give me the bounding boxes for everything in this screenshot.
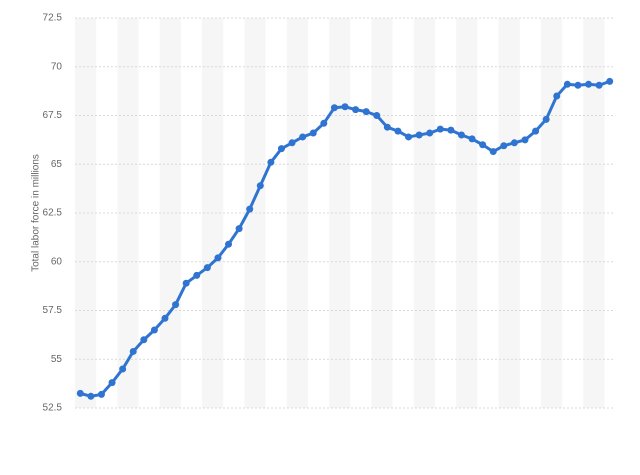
data-point [320,119,328,127]
data-point [553,92,561,100]
data-point [235,225,243,233]
data-point [108,379,116,387]
data-point [405,133,413,141]
data-point [256,182,264,190]
data-point [489,148,497,156]
y-tick-label: 52.5 [43,403,63,414]
data-point [288,139,296,147]
data-point [299,133,307,141]
data-point [606,77,614,85]
data-point [595,81,603,89]
data-point [426,129,434,137]
data-point [521,136,529,144]
data-point [119,365,127,373]
data-point [172,301,180,309]
data-point [352,106,360,114]
data-point [362,108,370,116]
column-band [371,18,393,408]
data-point [574,81,582,89]
data-point [479,141,487,149]
data-point [161,314,169,322]
data-point [510,139,518,147]
data-point [203,264,211,272]
data-point [447,126,455,134]
data-point [457,131,465,139]
data-point [225,240,233,248]
data-point [193,271,201,279]
y-tick-label: 57.5 [43,305,63,316]
data-point [129,347,137,355]
column-band [583,18,605,408]
data-point [87,392,95,400]
data-point [76,389,84,397]
data-point [542,115,550,123]
data-point [214,254,222,262]
data-point [383,123,391,131]
data-point [563,80,571,88]
data-point [182,279,190,287]
column-band [159,18,181,408]
data-point [468,135,476,143]
y-tick-label: 72.5 [43,13,63,24]
data-point [330,104,338,112]
y-tick-label: 60 [51,256,63,267]
data-point [341,103,349,111]
data-point [140,336,148,344]
y-tick-label: 55 [51,354,63,365]
data-point [267,158,275,166]
data-point [277,145,285,153]
data-point [585,80,593,88]
data-point [532,127,540,135]
data-point [373,112,381,119]
y-tick-label: 62.5 [43,208,63,219]
data-point [150,326,158,334]
data-point [246,205,254,213]
data-point [97,390,105,398]
data-point [436,125,444,133]
data-point [309,129,317,137]
y-axis-label: Total labor force in millions [31,154,42,272]
y-tick-label: 67.5 [43,110,63,121]
y-tick-label: 70 [51,61,63,72]
y-tick-label: 65 [51,159,63,170]
data-point [500,142,508,150]
data-point [394,127,402,135]
data-point [415,131,423,139]
